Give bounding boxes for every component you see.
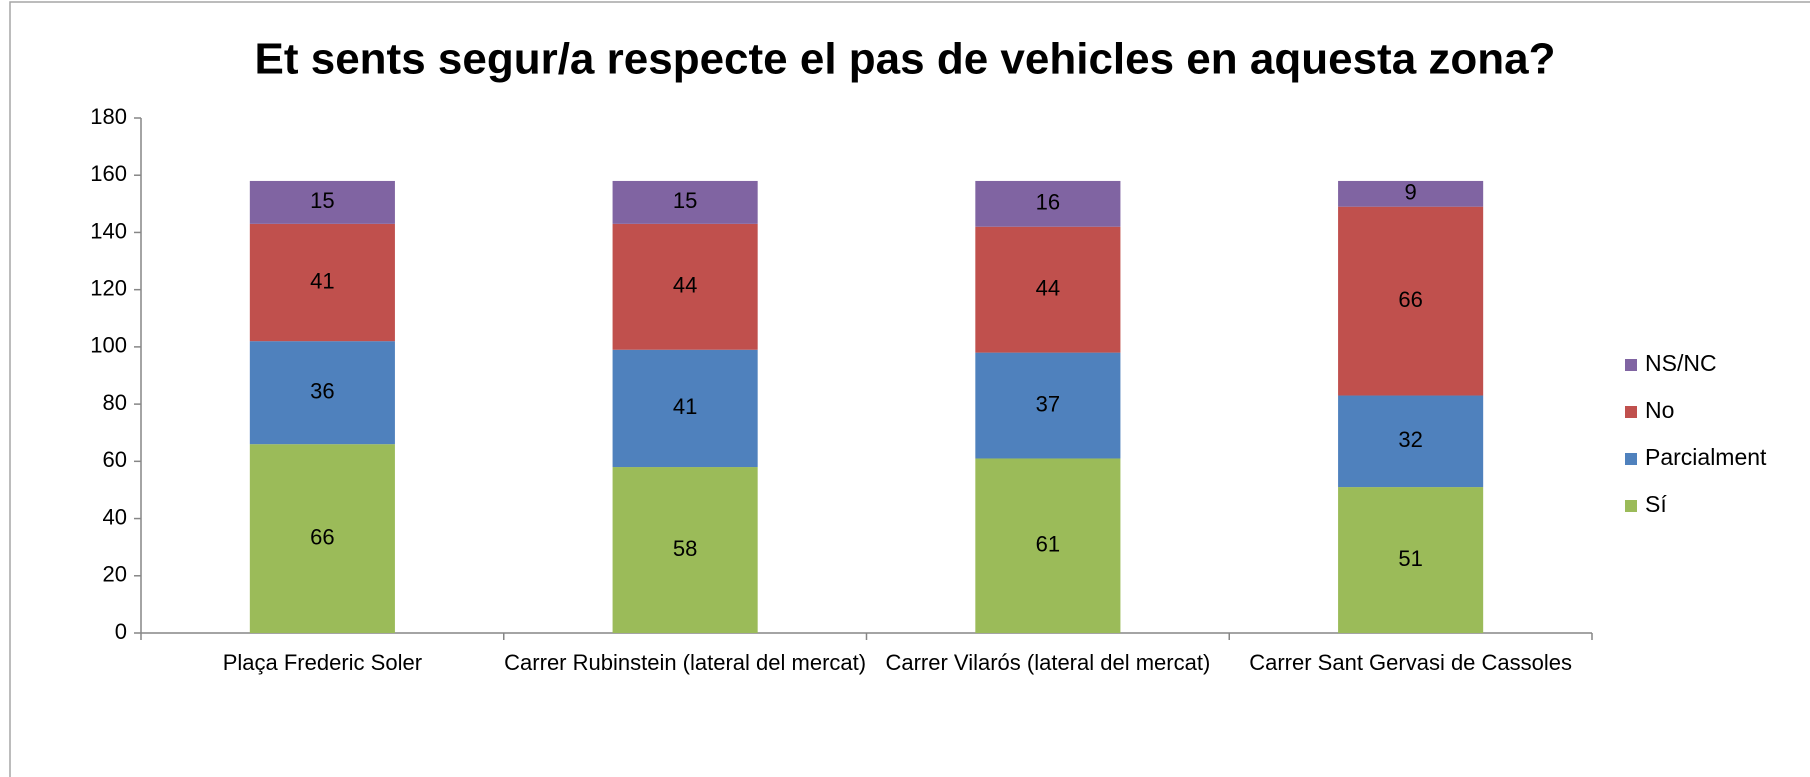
- bar-segment: [612, 467, 758, 633]
- legend-label: No: [1645, 397, 1674, 423]
- data-label: 44: [673, 273, 697, 298]
- y-tick-label: 40: [103, 504, 127, 529]
- y-tick-label: 100: [90, 333, 127, 358]
- bar-segment: [249, 444, 395, 633]
- data-label: 66: [1398, 287, 1422, 312]
- data-label: 36: [310, 378, 334, 403]
- data-label: 9: [1405, 180, 1417, 205]
- bar-segment: [612, 349, 758, 468]
- data-label: 44: [1036, 275, 1060, 300]
- x-tick-label: Carrer Vilarós (lateral del mercat): [885, 650, 1211, 675]
- y-tick-label: 80: [103, 390, 127, 415]
- legend-swatch: [1625, 406, 1637, 418]
- x-tick-label: Plaça Frederic Soler: [222, 650, 423, 675]
- data-label: 15: [673, 188, 697, 213]
- y-tick-label: 180: [90, 104, 127, 129]
- data-label: 58: [673, 536, 697, 561]
- y-tick-label: 160: [90, 161, 127, 186]
- y-tick-label: 140: [90, 218, 127, 243]
- y-tick-label: 20: [103, 562, 127, 587]
- bar-segment: [249, 223, 395, 342]
- data-label: 41: [673, 394, 697, 419]
- legend-label: Parcialment: [1645, 444, 1767, 470]
- bar-segment: [1338, 180, 1484, 207]
- bar-segment: [249, 341, 395, 445]
- x-tick-label: Carrer Sant Gervasi de Cassoles: [1249, 650, 1573, 675]
- legend-swatch: [1625, 500, 1637, 512]
- data-label: 16: [1036, 190, 1060, 215]
- bar-segment: [975, 180, 1121, 227]
- legend-swatch: [1625, 359, 1637, 371]
- legend-swatch: [1625, 453, 1637, 465]
- bar-segment: [249, 180, 395, 224]
- bar-segment: [1338, 487, 1484, 633]
- data-label: 41: [310, 268, 334, 293]
- y-tick-label: 0: [115, 619, 127, 644]
- data-label: 61: [1036, 532, 1060, 557]
- legend-label: NS/NC: [1645, 350, 1717, 376]
- bar-segment: [1338, 395, 1484, 488]
- legend-label: Sí: [1645, 491, 1667, 517]
- bar-segment: [612, 180, 758, 224]
- bar-segment: [975, 458, 1121, 633]
- data-label: 51: [1398, 546, 1422, 571]
- chart-title: Et sents segur/a respecte el pas de vehi…: [255, 35, 1556, 84]
- y-tick-label: 60: [103, 447, 127, 472]
- bar-segment: [975, 352, 1121, 459]
- bar-segment: [612, 223, 758, 350]
- bar-segment: [975, 226, 1121, 353]
- y-tick-label: 120: [90, 275, 127, 300]
- x-tick-label: Carrer Rubinstein (lateral del mercat): [504, 650, 867, 675]
- data-label: 37: [1036, 391, 1060, 416]
- data-label: 32: [1398, 427, 1422, 452]
- data-label: 66: [310, 524, 334, 549]
- bar-segment: [1338, 206, 1484, 396]
- data-label: 15: [310, 188, 334, 213]
